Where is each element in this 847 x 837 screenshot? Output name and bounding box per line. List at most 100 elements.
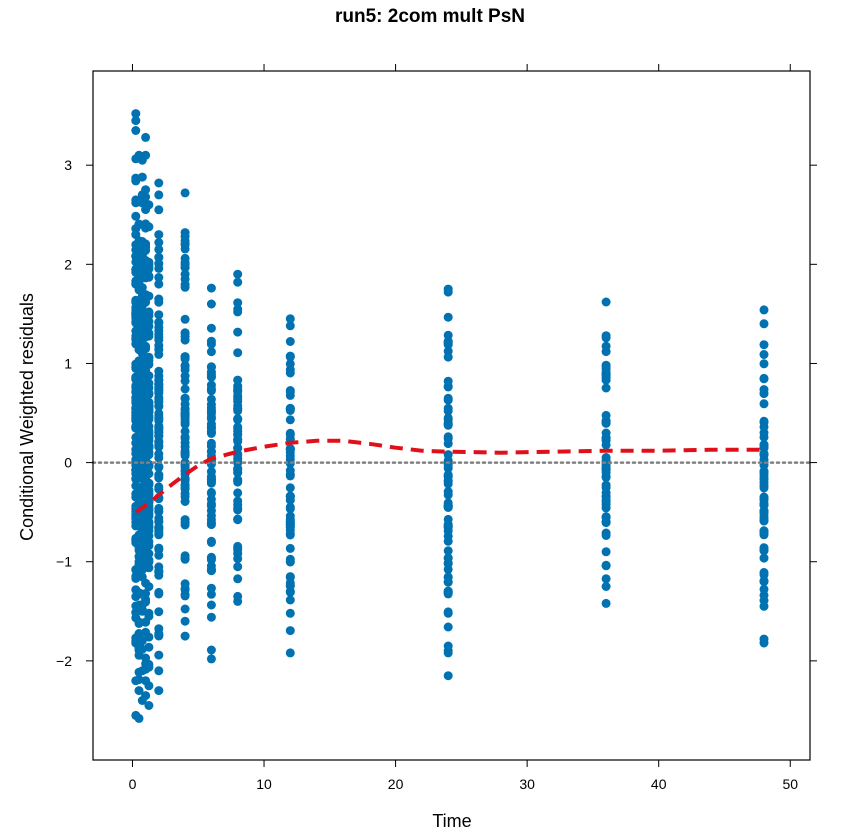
data-point: [443, 338, 453, 348]
data-point: [206, 283, 216, 293]
data-point: [206, 612, 216, 622]
data-point: [285, 351, 295, 361]
x-tick-label: 50: [782, 776, 798, 792]
data-point: [154, 431, 164, 441]
data-point: [759, 359, 769, 369]
data-point: [206, 362, 216, 372]
data-point: [759, 526, 769, 536]
data-point: [154, 205, 164, 215]
data-point: [144, 506, 154, 516]
data-point: [154, 178, 164, 188]
data-point: [180, 419, 190, 429]
data-point: [141, 132, 151, 142]
data-point: [144, 383, 154, 393]
data-point: [285, 528, 295, 538]
data-point: [285, 471, 295, 481]
data-point: [131, 198, 141, 208]
data-point: [601, 383, 611, 393]
data-point: [180, 616, 190, 626]
data-point: [601, 560, 611, 570]
data-point: [154, 326, 164, 336]
data-point: [233, 596, 243, 606]
data-point: [233, 269, 243, 279]
data-point: [233, 277, 243, 287]
data-point: [759, 350, 769, 359]
data-point: [285, 386, 295, 395]
data-point: [206, 441, 216, 451]
data-point: [144, 642, 154, 652]
data-point: [144, 291, 154, 301]
data-point: [759, 553, 769, 563]
points-layer: [131, 109, 769, 723]
data-point: [601, 483, 611, 493]
data-point: [206, 347, 216, 357]
plot-frame: [92, 70, 811, 761]
data-point: [206, 553, 216, 563]
data-point: [137, 283, 147, 293]
data-point: [206, 654, 216, 664]
data-point: [285, 502, 295, 512]
data-point: [154, 462, 164, 472]
data-point: [141, 185, 151, 195]
data-point: [601, 410, 611, 420]
data-point: [443, 420, 453, 429]
data-point: [601, 517, 611, 527]
data-point: [443, 403, 453, 413]
data-point: [233, 467, 243, 477]
data-point: [206, 515, 216, 525]
data-point: [206, 405, 216, 415]
data-point: [601, 418, 611, 428]
data-point: [144, 321, 154, 331]
x-axis-title: Time: [432, 811, 471, 831]
x-tick-label: 30: [519, 776, 535, 792]
data-point: [206, 336, 216, 346]
data-point: [180, 492, 190, 502]
data-point: [144, 264, 154, 274]
data-point: [134, 686, 144, 696]
data-point: [443, 450, 453, 460]
data-point: [285, 587, 295, 597]
data-point: [443, 607, 453, 617]
data-point: [144, 563, 154, 573]
data-point: [233, 454, 243, 464]
data-point: [131, 116, 141, 126]
data-point: [134, 713, 144, 723]
data-point: [144, 681, 154, 691]
data-point: [601, 500, 611, 510]
data-point: [443, 346, 453, 356]
data-point: [144, 352, 154, 362]
data-point: [443, 553, 453, 563]
data-point: [443, 287, 453, 297]
data-point: [233, 422, 243, 432]
data-point: [154, 310, 164, 320]
data-point: [233, 348, 243, 358]
data-point: [206, 323, 216, 333]
data-point: [285, 626, 295, 636]
data-point: [144, 632, 154, 642]
data-point: [601, 341, 611, 351]
data-point: [206, 538, 216, 547]
data-point: [443, 546, 453, 556]
data-point: [233, 403, 243, 413]
data-point: [759, 576, 769, 586]
data-point: [206, 565, 216, 575]
data-point: [759, 471, 769, 481]
data-point: [154, 190, 164, 200]
smooth-line-layer: [135, 438, 764, 514]
data-point: [144, 608, 154, 618]
data-point: [206, 488, 216, 498]
data-point: [144, 459, 154, 469]
data-point: [285, 314, 295, 324]
data-point: [180, 475, 190, 484]
data-point: [154, 631, 164, 641]
data-point: [154, 421, 164, 431]
data-point: [206, 299, 216, 309]
data-point: [601, 333, 611, 343]
y-tick-label: 1: [64, 355, 72, 371]
data-point: [759, 568, 769, 577]
data-point: [180, 253, 190, 263]
data-point: [154, 244, 164, 254]
y-tick-label: 0: [64, 455, 72, 471]
data-point: [141, 594, 151, 604]
data-point: [443, 470, 453, 480]
